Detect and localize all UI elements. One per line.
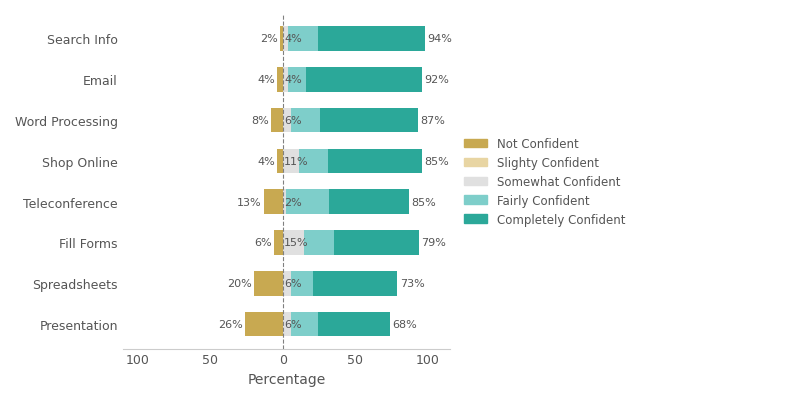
Text: 26%: 26%	[218, 319, 243, 329]
Text: 8%: 8%	[251, 116, 269, 126]
Bar	[283, 27, 288, 52]
Bar	[292, 109, 321, 133]
Text: 73%: 73%	[400, 279, 424, 289]
Text: 4%: 4%	[284, 75, 302, 85]
Text: 94%: 94%	[427, 34, 452, 45]
Text: 92%: 92%	[424, 75, 450, 85]
Bar	[280, 27, 283, 52]
Text: 68%: 68%	[393, 319, 417, 329]
Bar	[254, 271, 283, 296]
Bar	[288, 68, 306, 92]
Bar	[288, 27, 318, 52]
Bar	[283, 109, 292, 133]
Text: 13%: 13%	[237, 197, 261, 207]
Text: 4%: 4%	[284, 34, 302, 45]
Text: 2%: 2%	[260, 34, 277, 45]
Text: 6%: 6%	[284, 116, 302, 126]
Bar	[299, 149, 328, 174]
Bar	[274, 231, 283, 255]
Bar	[276, 68, 283, 92]
Bar	[304, 231, 333, 255]
Text: 4%: 4%	[257, 156, 275, 166]
Bar	[283, 231, 304, 255]
Bar	[306, 68, 422, 92]
Text: 2%: 2%	[284, 197, 302, 207]
Text: 20%: 20%	[227, 279, 251, 289]
Text: 85%: 85%	[424, 156, 449, 166]
Bar	[283, 149, 299, 174]
Bar	[283, 190, 286, 215]
Bar	[321, 109, 418, 133]
Bar	[271, 109, 283, 133]
Bar	[283, 68, 288, 92]
Text: 4%: 4%	[257, 75, 275, 85]
Text: 87%: 87%	[420, 116, 445, 126]
Text: 79%: 79%	[421, 238, 446, 248]
Bar	[313, 271, 397, 296]
Bar	[283, 271, 292, 296]
Bar	[292, 312, 318, 336]
Text: 6%: 6%	[284, 279, 302, 289]
Legend: Not Confident, Slighty Confident, Somewhat Confident, Fairly Confident, Complete: Not Confident, Slighty Confident, Somewh…	[459, 133, 630, 231]
Bar	[245, 312, 283, 336]
Bar	[292, 271, 313, 296]
Bar	[318, 27, 425, 52]
Bar	[264, 190, 283, 215]
X-axis label: Percentage: Percentage	[247, 372, 325, 386]
Bar	[286, 190, 329, 215]
Bar	[328, 149, 422, 174]
Bar	[318, 312, 390, 336]
Bar	[329, 190, 409, 215]
Text: 6%: 6%	[254, 238, 272, 248]
Bar	[283, 312, 292, 336]
Text: 6%: 6%	[284, 319, 302, 329]
Text: 11%: 11%	[284, 156, 309, 166]
Bar	[276, 149, 283, 174]
Text: 15%: 15%	[284, 238, 309, 248]
Bar	[333, 231, 419, 255]
Text: 85%: 85%	[412, 197, 436, 207]
